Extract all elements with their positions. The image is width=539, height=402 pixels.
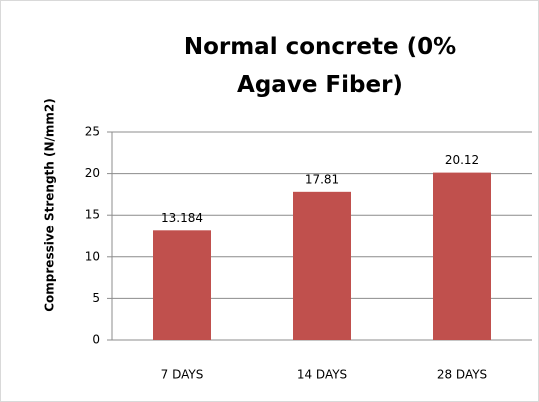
y-tick-label: 0 (92, 333, 100, 347)
x-tick-label: 7 DAYS (161, 368, 204, 382)
x-tick-label: 14 DAYS (297, 368, 347, 382)
data-label: 20.12 (445, 153, 479, 167)
y-tick-label: 20 (85, 166, 100, 180)
y-tick-label: 10 (85, 249, 100, 263)
data-label: 13.184 (161, 211, 203, 225)
bar (153, 230, 211, 340)
data-label: 17.81 (305, 172, 339, 186)
x-tick-label: 28 DAYS (437, 368, 487, 382)
chart-title: Normal concrete (0% Agave Fiber) (183, 34, 457, 98)
y-tick-label: 5 (92, 291, 100, 305)
bar (293, 191, 351, 340)
y-tick-label: 25 (85, 125, 100, 139)
y-axis-label: Compressive Strength (N/mm2) (43, 98, 57, 312)
bar (433, 172, 491, 340)
y-tick-label: 15 (85, 208, 100, 222)
